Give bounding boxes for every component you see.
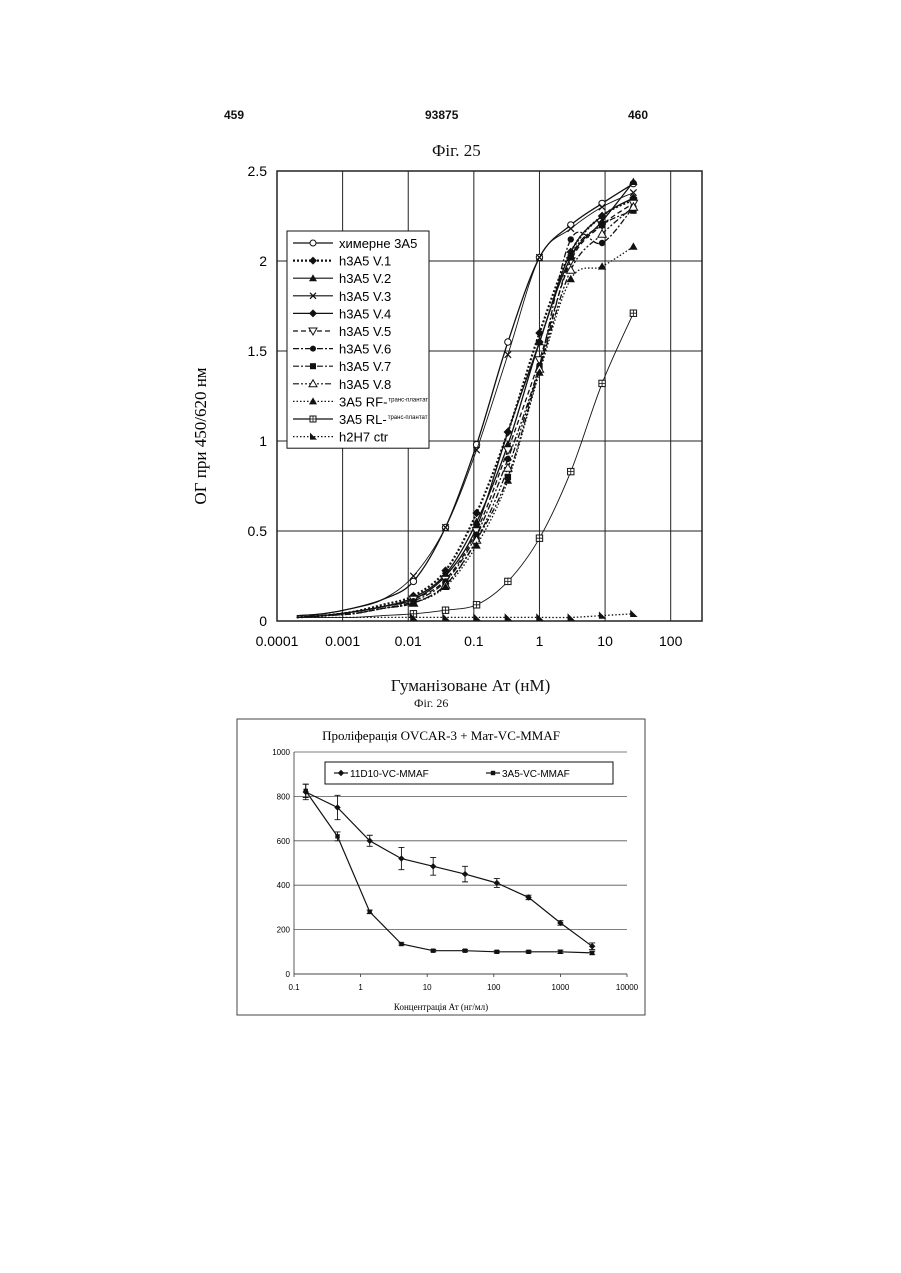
y-tick-label: 200: [277, 926, 291, 935]
data-point: [526, 950, 530, 954]
data-point: [629, 242, 637, 249]
x-tick-label: 0.1: [464, 633, 484, 649]
legend-label: h3A5 V.4: [339, 306, 391, 321]
x-tick-label: 10: [597, 633, 613, 649]
legend-label: химерне 3А5: [339, 236, 417, 251]
legend-marker: [491, 771, 495, 775]
data-point: [630, 610, 637, 617]
x-tick-label: 1000: [552, 983, 570, 992]
legend-label: h3A5 V.7: [339, 359, 391, 374]
data-point: [505, 351, 511, 357]
x-tick-label: 0.01: [395, 633, 422, 649]
legend-marker: [310, 346, 316, 352]
data-point: [463, 948, 467, 952]
x-tick-label: 0.0001: [256, 633, 299, 649]
legend-marker: [310, 363, 316, 369]
data-point: [599, 240, 605, 246]
legend-label: h3A5 V.5: [339, 324, 391, 339]
legend-label: h3A5 V.6: [339, 342, 391, 357]
data-point: [568, 254, 574, 260]
data-point: [568, 236, 574, 242]
y-tick-label: 400: [277, 881, 291, 890]
y-tick-label: 1.5: [248, 343, 268, 359]
legend-label: h3A5 V.2: [339, 271, 391, 286]
data-point: [442, 607, 448, 613]
data-point: [630, 310, 636, 316]
y-tick-label: 0: [259, 613, 267, 629]
data-point: [495, 950, 499, 954]
y-tick-label: 1: [259, 433, 267, 449]
legend-label: h3A5 V.3: [339, 289, 391, 304]
y-tick-label: 600: [277, 837, 291, 846]
legend-label: h3A5 V.1: [339, 254, 391, 269]
data-point: [368, 910, 372, 914]
y-tick-label: 800: [277, 792, 291, 801]
x-tick-label: 0.001: [325, 633, 360, 649]
x-tick-label: 10000: [616, 983, 639, 992]
data-point: [505, 339, 511, 345]
figure-26-title: Проліферація OVCAR-3 + Мат-VC-MMAF: [322, 728, 560, 743]
y-axis-label: ОГ при 450/620 нм: [191, 367, 210, 504]
legend-label: h2H7 ctr: [339, 430, 389, 445]
data-point: [599, 222, 605, 228]
legend-label: 3А5 RF-: [339, 394, 387, 409]
data-point: [473, 602, 479, 608]
legend-label: 11D10-VC-MMAF: [350, 769, 429, 780]
data-point: [558, 950, 562, 954]
y-tick-label: 2.5: [248, 163, 268, 179]
y-tick-label: 2: [259, 253, 267, 269]
legend-label: 3A5-VC-MMAF: [502, 769, 570, 780]
legend-label: 3А5 RL-: [339, 412, 387, 427]
data-point: [410, 578, 416, 584]
data-point: [629, 178, 637, 185]
data-point: [599, 380, 605, 386]
x-tick-label: 0.1: [288, 983, 300, 992]
data-point: [399, 942, 403, 946]
y-tick-label: 1000: [272, 748, 290, 757]
figure-26-xlabel: Концентрація Ат (нг/мл): [394, 1002, 488, 1012]
x-tick-label: 1: [536, 633, 544, 649]
series-12: [297, 610, 638, 621]
x-tick-label: 1: [358, 983, 363, 992]
y-tick-label: 0.5: [248, 523, 268, 539]
legend-marker: [310, 240, 316, 246]
x-tick-label: 100: [659, 633, 683, 649]
legend-note: транс-плантат: [388, 415, 428, 421]
figure-25-chart: 0 0.5 1 1.5 2 2.5 0.0001 0.001 0.01 0.1 1 10 100 ОГ п…: [191, 163, 702, 649]
y-tick-label: 0: [286, 970, 291, 979]
data-point: [505, 456, 511, 462]
data-point: [431, 948, 435, 952]
legend-label: h3A5 V.8: [339, 377, 391, 392]
data-point: [536, 535, 542, 541]
data-point: [590, 951, 594, 955]
data-point: [335, 834, 339, 838]
x-tick-label: 100: [487, 983, 501, 992]
legend-marker: [310, 416, 316, 422]
data-point: [505, 578, 511, 584]
data-point: [568, 468, 574, 474]
data-point: [304, 789, 308, 793]
x-tick-label: 10: [423, 983, 432, 992]
legend-note: транс-плантат: [388, 397, 428, 403]
